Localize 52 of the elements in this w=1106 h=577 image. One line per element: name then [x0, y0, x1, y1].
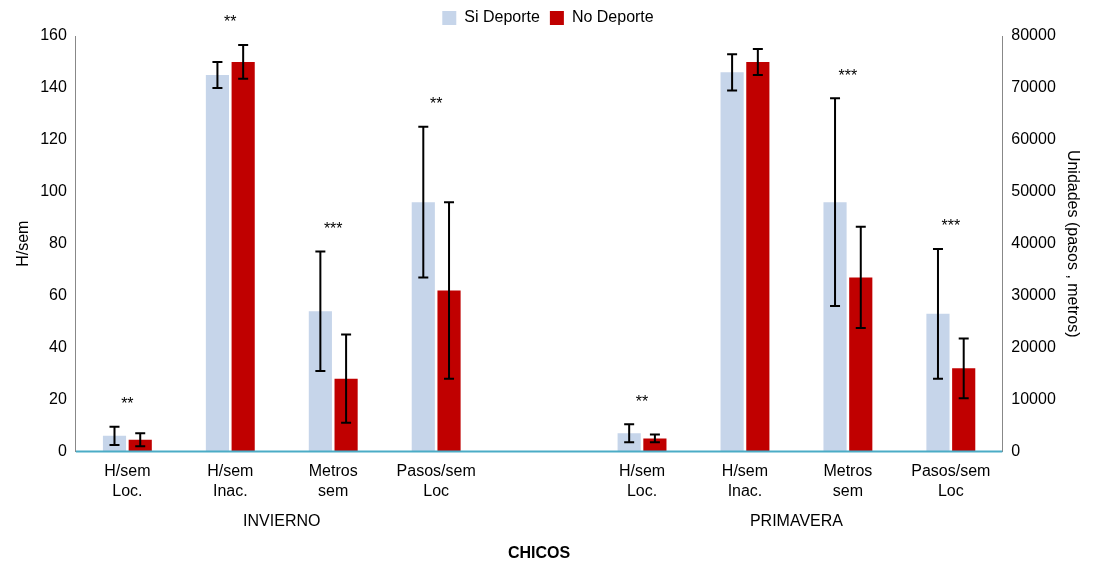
x-tick-label: Metros sem	[823, 462, 873, 499]
bar	[926, 313, 950, 452]
y2-tick-label: 20000	[1011, 337, 1056, 355]
y-tick-label: 120	[40, 130, 67, 148]
x-tick-label: Pasos/sem Loc	[396, 462, 476, 499]
y-tick-label: 20	[49, 389, 67, 407]
bar	[205, 74, 230, 452]
y-tick-label: 140	[40, 78, 67, 96]
y-tick-label: 80	[49, 234, 67, 252]
bar	[231, 61, 255, 452]
bar	[334, 378, 358, 452]
y2-tick-label: 30000	[1011, 286, 1056, 304]
x-axis-title: CHICOS	[507, 543, 571, 561]
bar	[308, 311, 332, 452]
annotation: ***	[323, 219, 343, 237]
bar	[437, 290, 461, 452]
bar	[849, 277, 873, 452]
x-tick-label: Pasos/sem Loc	[911, 462, 991, 499]
y-tick-label: 0	[57, 441, 67, 459]
y2-tick-label: 50000	[1011, 182, 1056, 200]
annotation: ***	[941, 217, 961, 235]
y-tick-label: 60	[49, 286, 67, 304]
y2-tick-label: 80000	[1011, 26, 1056, 44]
y2-tick-label: 70000	[1011, 78, 1056, 96]
y-tick-label: 40	[49, 337, 67, 355]
annotation: **	[635, 392, 649, 410]
bar	[411, 202, 435, 452]
x-tick-label: H/sem Inac.	[207, 462, 254, 499]
legend-label: No Deporte	[571, 8, 654, 26]
x-tick-label: H/sem Loc.	[618, 462, 666, 499]
bar	[720, 72, 744, 452]
x-tick-label: Metros sem	[308, 462, 358, 499]
x-tick-label: H/sem Inac.	[721, 462, 769, 499]
legend-label: Si Deporte	[464, 8, 540, 26]
y-axis-title: H/sem	[14, 220, 32, 267]
annotation: **	[121, 395, 134, 413]
y2-tick-label: 0	[1011, 441, 1021, 459]
bar	[952, 368, 976, 452]
y2-tick-label: 40000	[1011, 234, 1056, 252]
annotation: ***	[838, 66, 858, 84]
bar	[823, 202, 847, 452]
annotation: **	[224, 13, 237, 31]
x-tick-label: H/sem Loc.	[104, 462, 151, 499]
text: INVIERNO	[243, 512, 321, 530]
y2-axis-title: Unidades (pasos , metros)	[1064, 149, 1082, 338]
y-tick-label: 100	[40, 182, 67, 200]
annotation: **	[429, 95, 443, 113]
y2-tick-label: 10000	[1011, 389, 1056, 407]
y2-tick-label: 60000	[1011, 130, 1056, 148]
bar	[746, 61, 770, 452]
y-tick-label: 160	[40, 26, 67, 44]
text: PRIMAVERA	[749, 512, 844, 530]
